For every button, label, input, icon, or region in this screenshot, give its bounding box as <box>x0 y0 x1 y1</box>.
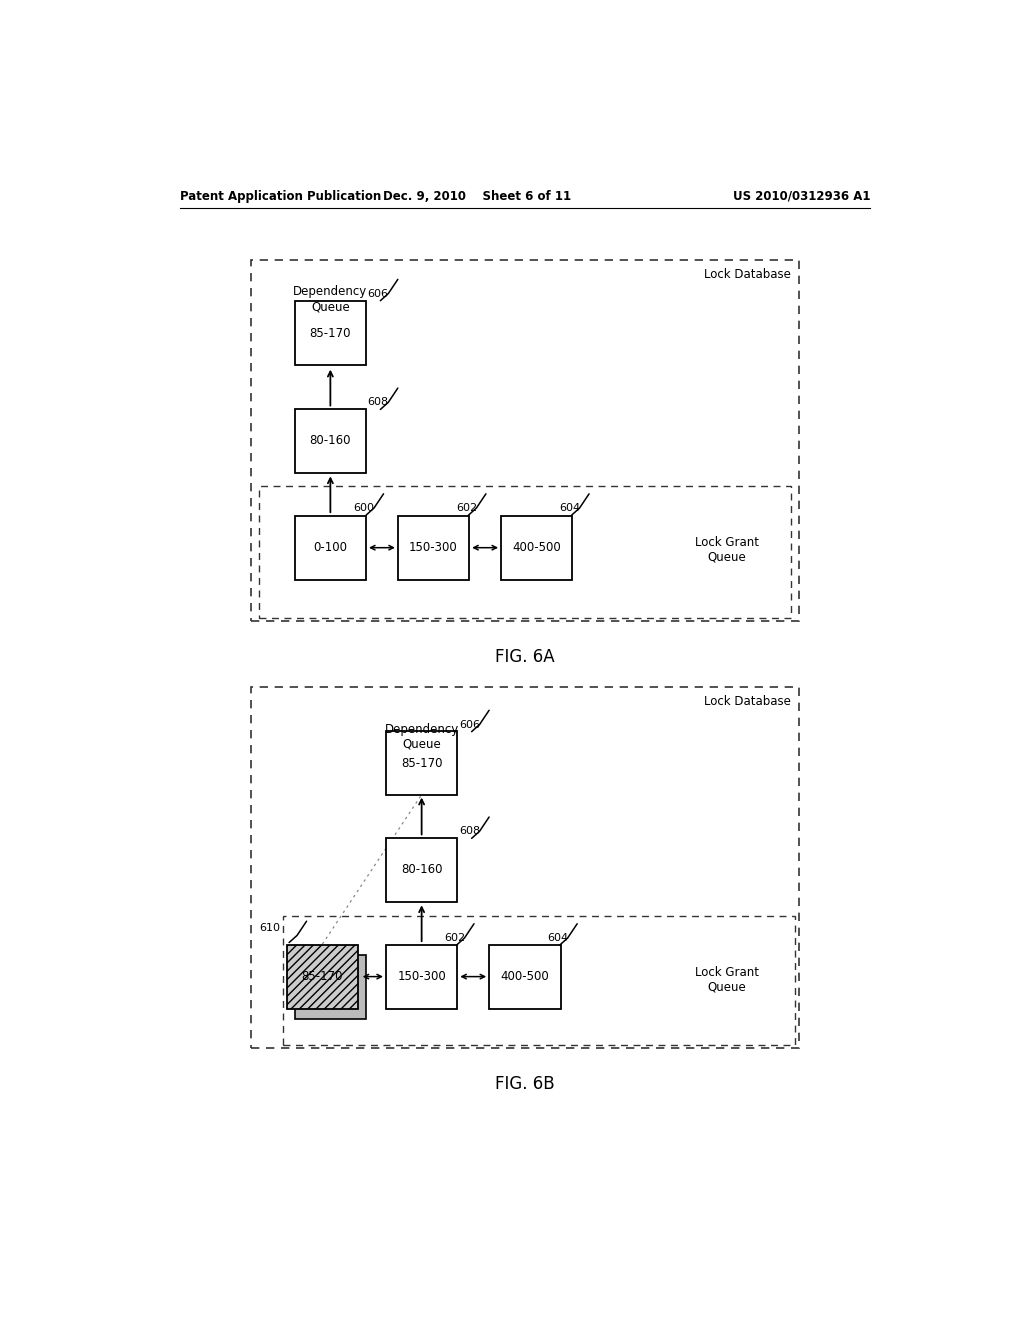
Bar <box>489 945 560 1008</box>
Text: 150-300: 150-300 <box>410 541 458 554</box>
Bar <box>295 409 367 473</box>
Text: 400-500: 400-500 <box>501 970 549 983</box>
Bar <box>386 731 458 795</box>
Text: 85-170: 85-170 <box>400 756 442 770</box>
Text: 604: 604 <box>547 933 568 942</box>
Bar <box>251 260 799 620</box>
Text: 610: 610 <box>259 923 280 933</box>
Text: Dec. 9, 2010    Sheet 6 of 11: Dec. 9, 2010 Sheet 6 of 11 <box>383 190 571 202</box>
Bar <box>287 945 358 1008</box>
Text: Lock Database: Lock Database <box>703 696 791 708</box>
Text: 602: 602 <box>456 503 477 513</box>
Text: FIG. 6B: FIG. 6B <box>495 1076 555 1093</box>
Text: Patent Application Publication: Patent Application Publication <box>179 190 381 202</box>
Text: US 2010/0312936 A1: US 2010/0312936 A1 <box>732 190 870 202</box>
Text: Dependency
Queue: Dependency Queue <box>293 285 368 313</box>
Bar <box>501 516 572 579</box>
Text: 602: 602 <box>443 933 465 942</box>
Text: 600: 600 <box>353 503 375 513</box>
Text: 604: 604 <box>559 503 580 513</box>
Text: 0-100: 0-100 <box>313 541 347 554</box>
Text: 606: 606 <box>459 719 480 730</box>
Text: 400-500: 400-500 <box>512 541 561 554</box>
Text: 608: 608 <box>368 397 389 408</box>
Bar <box>295 301 367 366</box>
Text: 150-300: 150-300 <box>397 970 446 983</box>
Bar <box>259 486 791 618</box>
Text: 80-160: 80-160 <box>309 434 351 447</box>
Text: Lock Database: Lock Database <box>703 268 791 281</box>
Text: 85-170: 85-170 <box>309 327 351 339</box>
Text: 80-160: 80-160 <box>400 863 442 876</box>
Text: Lock Grant
Queue: Lock Grant Queue <box>695 536 759 564</box>
Bar <box>295 516 367 579</box>
Text: Dependency
Queue: Dependency Queue <box>384 722 459 751</box>
Text: 606: 606 <box>368 289 389 298</box>
Bar <box>251 686 799 1048</box>
Text: 608: 608 <box>459 826 480 837</box>
Bar <box>386 838 458 902</box>
Bar <box>283 916 795 1044</box>
Text: FIG. 6A: FIG. 6A <box>495 648 555 667</box>
Text: Lock Grant
Queue: Lock Grant Queue <box>695 966 759 994</box>
Text: 85-170: 85-170 <box>302 970 343 983</box>
Bar <box>397 516 469 579</box>
Bar <box>386 945 458 1008</box>
Bar <box>295 954 367 1019</box>
